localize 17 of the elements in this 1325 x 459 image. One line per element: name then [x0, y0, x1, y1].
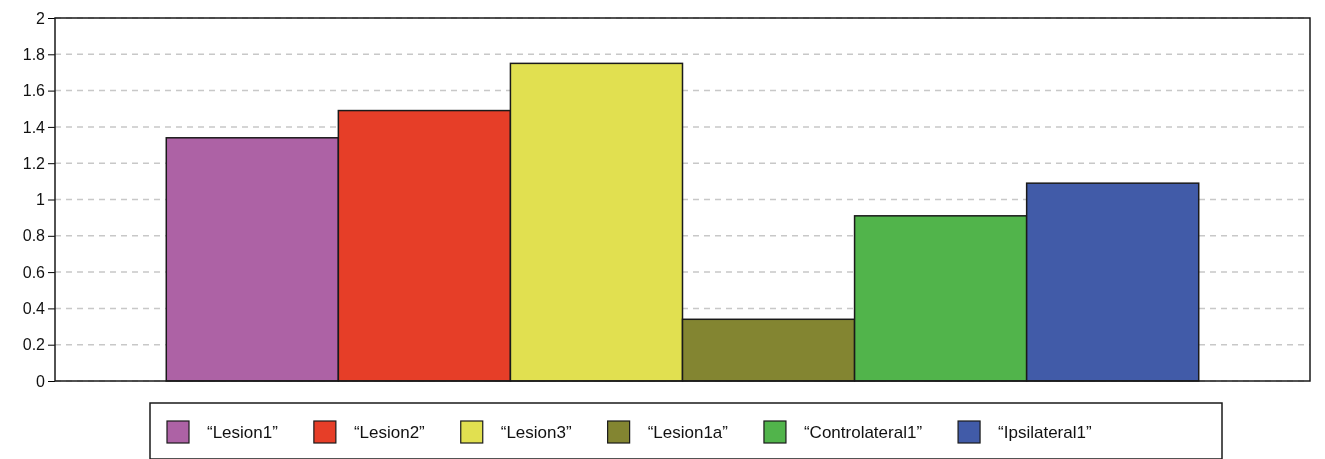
y-tick-label: 1.8: [22, 45, 46, 63]
legend-label: “Lesion1”: [207, 423, 279, 442]
y-tick-label: 0.4: [22, 300, 46, 318]
y-tick-label: 1.4: [22, 118, 46, 136]
y-tick-label: 2: [36, 9, 46, 27]
y-tick-label: 1.6: [22, 82, 46, 100]
legend-label: “Ipsilateral1”: [998, 423, 1092, 442]
y-tick-label: 0.8: [22, 227, 46, 245]
y-tick-label: 0: [36, 372, 46, 390]
legend-label: “Lesion2”: [353, 423, 426, 442]
y-tick-label: 1: [36, 191, 46, 209]
legend-label: “Lesion1a”: [647, 423, 729, 442]
legend-label: “Controlateral1”: [803, 423, 923, 442]
y-tick-label: 1.2: [22, 154, 46, 172]
y-tick-label: 0.6: [22, 263, 46, 281]
legend-label: “Lesion3”: [500, 423, 572, 442]
y-tick-label: 0.2: [22, 336, 46, 354]
